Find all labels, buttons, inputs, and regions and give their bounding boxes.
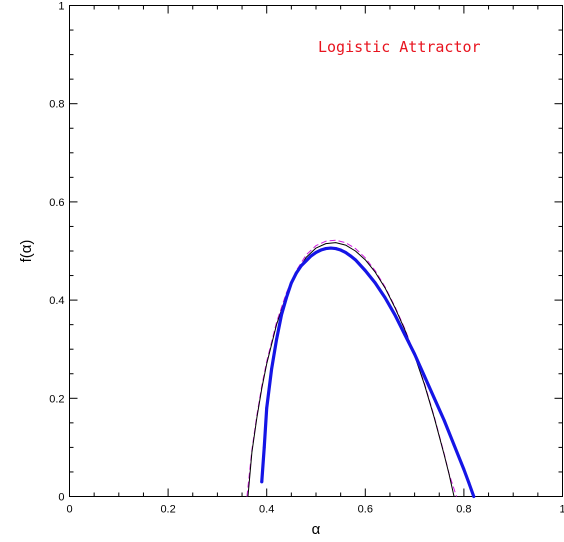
data-point [339, 248, 343, 252]
data-point [363, 269, 367, 273]
x-axis-label: α [312, 521, 321, 538]
y-tick-label: 0 [58, 492, 64, 504]
data-point [373, 281, 377, 285]
data-point [285, 296, 288, 300]
data-point [462, 468, 466, 471]
data-point [265, 406, 269, 410]
data-point [299, 264, 303, 268]
data-point [344, 251, 347, 254]
data-point [329, 246, 333, 250]
data-point [304, 259, 308, 263]
data-point [393, 313, 397, 317]
data-point [309, 254, 313, 258]
data-point [262, 446, 266, 449]
series-dashed-curve [246, 239, 457, 497]
data-point [334, 247, 338, 250]
data-point [289, 281, 293, 285]
data-point [319, 248, 323, 252]
data-point [472, 495, 476, 498]
x-tick-label: 0.4 [259, 504, 274, 516]
x-tick-label: 0.8 [456, 504, 471, 516]
y-tick-label: 0.8 [49, 99, 64, 111]
data-point [413, 352, 416, 356]
data-point [423, 374, 426, 378]
data-point [452, 443, 456, 447]
y-tick-label: 0.2 [49, 393, 64, 405]
data-point [270, 367, 274, 371]
data-point [314, 251, 318, 254]
data-point [383, 296, 387, 300]
y-tick-label: 1 [58, 1, 64, 13]
x-tick-label: 0 [66, 504, 72, 516]
data-point [280, 313, 283, 317]
data-point [294, 271, 298, 275]
data-point [275, 337, 278, 341]
series-dotted-curve [260, 246, 476, 499]
data-point [432, 396, 436, 400]
data-point [349, 254, 352, 258]
y-tick-label: 0.4 [49, 295, 64, 307]
data-point [260, 480, 264, 484]
series-solid-curve [247, 242, 455, 497]
axis-ticks [69, 5, 563, 497]
x-tick-label: 0.2 [160, 504, 175, 516]
data-point [324, 247, 328, 250]
data-point [354, 258, 357, 262]
data-point [467, 481, 471, 485]
y-tick-label: 0.6 [49, 197, 64, 209]
data-point [442, 418, 446, 422]
x-tick-label: 1 [559, 504, 564, 516]
axis-tick-labels: 0 0.2 0.4 0.6 0.8 1 0 0.2 0.4 0.6 0.8 1 [49, 1, 564, 516]
data-point [403, 333, 407, 336]
y-axis-label: f(α) [18, 240, 35, 263]
chart-annotation: Logistic Attractor [318, 38, 481, 56]
series-layer [246, 239, 476, 499]
x-tick-label: 0.6 [358, 504, 373, 516]
